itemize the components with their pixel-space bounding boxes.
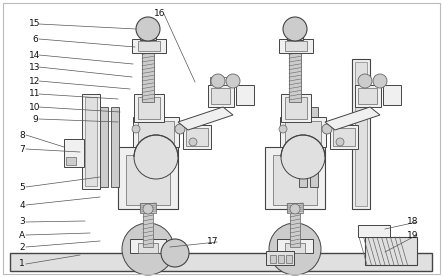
Bar: [66, 157, 76, 165]
Text: 18: 18: [407, 217, 419, 227]
Text: 16: 16: [154, 9, 166, 19]
Bar: [287, 203, 303, 213]
Text: 17: 17: [207, 237, 219, 247]
Text: 19: 19: [407, 230, 419, 240]
Bar: [132, 39, 166, 53]
Bar: [236, 85, 254, 105]
Bar: [270, 255, 276, 263]
Bar: [64, 139, 84, 167]
Circle shape: [122, 223, 174, 275]
Bar: [208, 85, 234, 107]
Bar: [130, 239, 166, 253]
Circle shape: [143, 204, 153, 214]
Bar: [358, 88, 377, 104]
Bar: [183, 125, 211, 149]
Circle shape: [136, 17, 160, 41]
Text: 8: 8: [19, 130, 25, 140]
Circle shape: [373, 74, 387, 88]
Text: 10: 10: [29, 102, 41, 112]
Bar: [118, 147, 178, 209]
Text: 12: 12: [29, 76, 41, 86]
Bar: [140, 28, 156, 40]
Circle shape: [336, 138, 344, 146]
Bar: [111, 107, 119, 187]
Bar: [383, 85, 401, 105]
Bar: [142, 47, 154, 102]
Bar: [279, 39, 313, 53]
Bar: [133, 117, 179, 147]
Circle shape: [283, 17, 307, 41]
Bar: [285, 121, 321, 143]
Bar: [277, 239, 313, 253]
Circle shape: [211, 74, 225, 88]
Bar: [186, 128, 208, 146]
Bar: [100, 107, 108, 187]
Bar: [286, 255, 292, 263]
Bar: [126, 155, 170, 205]
Circle shape: [132, 125, 140, 133]
Text: 1: 1: [19, 260, 25, 268]
Text: 6: 6: [32, 35, 38, 43]
Circle shape: [189, 138, 197, 146]
Bar: [278, 255, 284, 263]
Bar: [138, 243, 158, 253]
Circle shape: [358, 74, 372, 88]
Bar: [333, 128, 355, 146]
Bar: [285, 41, 307, 51]
Circle shape: [175, 124, 185, 134]
Bar: [140, 203, 156, 213]
Circle shape: [269, 223, 321, 275]
Bar: [289, 47, 301, 102]
Circle shape: [322, 124, 332, 134]
Bar: [266, 251, 294, 265]
Circle shape: [134, 135, 178, 179]
Bar: [290, 207, 300, 247]
Text: 14: 14: [29, 50, 41, 60]
Bar: [365, 237, 417, 265]
Bar: [265, 147, 325, 209]
Bar: [211, 88, 230, 104]
Text: 9: 9: [32, 114, 38, 124]
Bar: [299, 107, 307, 187]
Bar: [138, 121, 174, 143]
Polygon shape: [325, 107, 380, 130]
Bar: [281, 94, 311, 122]
Bar: [143, 207, 153, 247]
Bar: [330, 125, 358, 149]
Bar: [285, 243, 305, 253]
Bar: [355, 62, 367, 206]
Bar: [358, 225, 390, 237]
Bar: [285, 97, 307, 119]
Bar: [134, 94, 164, 122]
Circle shape: [226, 74, 240, 88]
Bar: [280, 117, 326, 147]
Bar: [355, 85, 381, 107]
Text: 4: 4: [19, 201, 25, 209]
Bar: [138, 41, 160, 51]
Text: 11: 11: [29, 89, 41, 99]
Circle shape: [281, 135, 325, 179]
Text: 7: 7: [19, 145, 25, 153]
Circle shape: [290, 204, 300, 214]
Bar: [10, 253, 432, 271]
Bar: [310, 107, 318, 187]
Bar: [138, 97, 160, 119]
Circle shape: [279, 125, 287, 133]
Text: A: A: [19, 230, 25, 240]
Text: 3: 3: [19, 217, 25, 227]
Bar: [210, 77, 227, 85]
Bar: [82, 94, 100, 189]
Bar: [85, 97, 97, 186]
Polygon shape: [178, 107, 233, 130]
Bar: [287, 28, 303, 40]
Text: 15: 15: [29, 19, 41, 29]
Text: 2: 2: [19, 242, 25, 252]
Bar: [352, 59, 370, 209]
Text: 5: 5: [19, 183, 25, 191]
Text: 13: 13: [29, 63, 41, 71]
Circle shape: [161, 239, 189, 267]
Bar: [273, 155, 317, 205]
